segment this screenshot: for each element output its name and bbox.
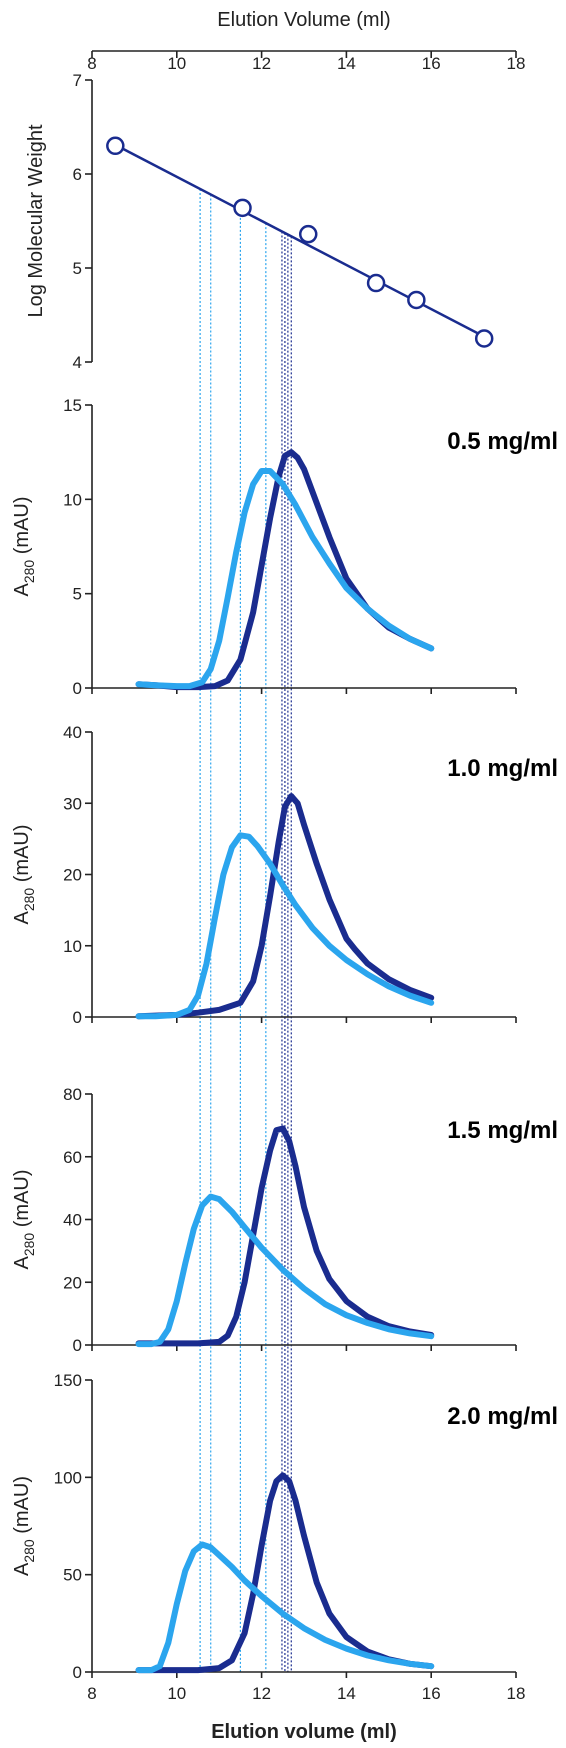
- calibration-point: [474, 329, 494, 348]
- y-axis-title: A280 (mAU): [11, 496, 37, 596]
- concentration-label: 0.5 mg/ml: [447, 428, 558, 455]
- y-axis-title-main: A: [11, 1256, 33, 1270]
- y-tick-label: 20: [63, 1273, 82, 1292]
- y-tick-label: 40: [63, 1211, 82, 1230]
- x-tick-label: 8: [87, 1684, 96, 1703]
- y-tick-label: 0: [73, 1336, 82, 1355]
- x-tick-label: 10: [167, 1684, 186, 1703]
- x-tick-label: 12: [252, 1684, 271, 1703]
- trace-dark-blue: [135, 449, 435, 691]
- y-tick-label: 10: [63, 490, 82, 509]
- x-tick-label: 14: [337, 1684, 356, 1703]
- y-axis-title: A280 (mAU): [11, 1476, 37, 1576]
- y-axis-title-subscript: 280: [21, 888, 37, 912]
- y-axis-title-unit: (mAU): [11, 824, 33, 887]
- y-tick-label: 5: [73, 585, 82, 604]
- trace-dark-blue: [135, 1125, 435, 1347]
- panels: 4 5 6 7 Log Molecular Weight 8 10 12 14 16 18 0 5 10 1…: [11, 50, 558, 1703]
- x-tick-label: 16: [422, 54, 441, 73]
- y-tick-label: 5: [73, 259, 82, 278]
- y-tick-label: 7: [73, 71, 82, 90]
- y-axis-title: A280 (mAU): [11, 824, 37, 924]
- trace-light-blue: [135, 1193, 435, 1348]
- concentration-label: 1.5 mg/ml: [447, 1117, 558, 1144]
- concentration-label: 2.0 mg/ml: [447, 1403, 558, 1430]
- trace-dark-blue: [135, 1472, 435, 1674]
- y-tick-label: 60: [63, 1148, 82, 1167]
- y-tick-label: 4: [73, 353, 82, 372]
- trace-light-blue: [135, 832, 435, 1020]
- calibration-point: [298, 224, 318, 244]
- x-tick-label: 18: [507, 54, 526, 73]
- bottom-x-axis-title: Elution volume (ml): [211, 1721, 397, 1743]
- y-axis-title-unit: (mAU): [11, 1476, 33, 1539]
- x-tick-label: 16: [422, 1684, 441, 1703]
- y-tick-label: 10: [63, 937, 82, 956]
- y-axis-title-unit: (mAU): [11, 496, 33, 559]
- y-tick-label: 40: [63, 723, 82, 742]
- y-axis-title-subscript: 280: [21, 560, 37, 584]
- calibration-point: [407, 290, 426, 310]
- x-tick-label: 14: [337, 54, 356, 73]
- panel-calibration: 4 5 6 7 Log Molecular Weight 8 10 12 14 16 18: [25, 50, 526, 372]
- x-tick-label: 10: [167, 54, 186, 73]
- x-tick-label: 12: [252, 54, 271, 73]
- top-x-axis-title: Elution Volume (ml): [217, 9, 390, 31]
- x-tick-label: 8: [87, 54, 96, 73]
- x-tick-label: 18: [507, 1684, 526, 1703]
- y-tick-label: 100: [54, 1468, 82, 1487]
- y-tick-label: 0: [73, 1008, 82, 1027]
- trace-light-blue: [135, 468, 435, 690]
- concentration-label: 1.0 mg/ml: [447, 755, 558, 782]
- y-axis-title: A280 (mAU): [11, 1169, 37, 1269]
- y-tick-label: 15: [63, 396, 82, 415]
- panel-chromatogram-3: 0 20 40 60 80 A280 (mAU) 1.5 mg/ml: [11, 1085, 558, 1355]
- panel-chromatogram-4: 0 50 100 150 A280 (mAU) 8 10 12 14 16 18 2.0 mg/ml: [11, 1371, 558, 1703]
- calibration-point: [233, 198, 252, 218]
- panel-chromatogram-2: 0 10 20 30 40 A280 (mAU) 1.0 mg/ml: [11, 723, 558, 1027]
- y-tick-label: 0: [73, 679, 82, 698]
- y-axis-title-main: A: [11, 911, 33, 925]
- trace-light-blue: [135, 1541, 435, 1674]
- trace-dark-blue: [135, 793, 435, 1020]
- y-axis-title-unit: (mAU): [11, 1169, 33, 1232]
- panel-chromatogram-1: 0 5 10 15 A280 (mAU) 0.5 mg/ml: [11, 396, 558, 698]
- fit-line: [114, 143, 485, 338]
- y-tick-label: 20: [63, 866, 82, 885]
- y-tick-label: 6: [73, 165, 82, 184]
- calibration-point: [366, 273, 386, 293]
- y-axis-title-subscript: 280: [21, 1539, 37, 1563]
- calibration-point: [106, 136, 125, 156]
- y-tick-label: 30: [63, 794, 82, 813]
- y-tick-label: 80: [63, 1085, 82, 1104]
- y-axis-title-main: A: [11, 583, 33, 597]
- y-axis-title: Log Molecular Weight: [25, 124, 47, 318]
- y-axis-title-main: A: [11, 1562, 33, 1576]
- y-tick-label: 50: [63, 1566, 82, 1585]
- y-tick-label: 150: [54, 1371, 82, 1390]
- y-tick-label: 0: [73, 1663, 82, 1682]
- y-axis-title-subscript: 280: [21, 1233, 37, 1257]
